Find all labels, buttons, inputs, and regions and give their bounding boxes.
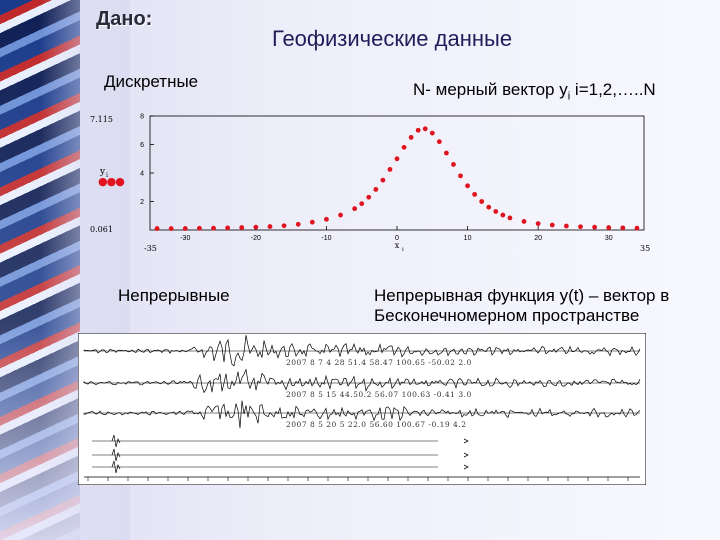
data-point (309, 219, 315, 225)
data-point (366, 194, 372, 200)
x-tick-label: 20 (534, 235, 542, 242)
y-axis-marker-sample: ●●● (98, 175, 124, 188)
x-max-label: 35 (640, 244, 650, 253)
data-point (578, 224, 583, 230)
data-point (549, 222, 555, 228)
x-tick-label: -30 (180, 235, 190, 242)
y-axis-label: y (99, 167, 106, 177)
x-axis-label: x (395, 241, 400, 250)
y-min-label: 0.061 (90, 225, 113, 234)
data-point (182, 226, 188, 231)
x-axis-label-subscript: i (402, 247, 404, 253)
given-heading: Дано: (96, 8, 153, 30)
vector-description-prefix: N- мерный вектор y (413, 80, 568, 99)
seismogram-annotations: 2007 8 7 4 28 51.4 58.47 100.65 -50.02 2… (286, 358, 472, 429)
data-point (324, 216, 329, 222)
y-tick-label: 4 (140, 171, 144, 178)
data-point (521, 219, 527, 224)
data-point (451, 162, 456, 167)
discrete-label: Дискретные (104, 72, 199, 91)
seismic-trace (83, 335, 641, 367)
y-tick-label: 6 (140, 142, 144, 149)
data-point (359, 201, 365, 207)
data-point (380, 177, 386, 183)
x-tick-label: 30 (605, 235, 613, 242)
data-point (493, 209, 499, 214)
x-tick-label: 0 (395, 235, 399, 242)
data-point (458, 173, 463, 179)
y-tick-label: 2 (140, 199, 144, 206)
vector-description-subscript: i (567, 90, 571, 103)
data-point (563, 223, 569, 229)
x-tick-label: -10 (321, 235, 331, 242)
auxiliary-marker (463, 464, 469, 470)
data-point (620, 225, 626, 231)
data-point (267, 224, 273, 229)
data-point (415, 127, 421, 133)
data-point (422, 126, 428, 132)
data-point (295, 221, 301, 227)
data-point (486, 204, 492, 210)
y-tick-label: 8 (140, 114, 144, 121)
slide-title: Геофизические данные (272, 26, 513, 51)
data-point (387, 167, 393, 172)
data-point (211, 225, 216, 231)
x-tick-label: -20 (251, 235, 261, 242)
data-point (281, 223, 287, 229)
data-point (253, 224, 259, 230)
seismogram-frame (78, 333, 646, 485)
auxiliary-spike (111, 460, 121, 474)
data-point (500, 212, 506, 218)
chart-points (154, 126, 640, 231)
data-point (408, 134, 414, 140)
trace-annotation: 2007 8 5 15 44.50.2 56.07 100.63 -0.41 3… (286, 390, 472, 399)
data-point (436, 139, 442, 145)
data-point (197, 225, 202, 231)
data-point (239, 225, 245, 230)
data-point (592, 224, 597, 230)
auxiliary-spike (111, 434, 121, 448)
data-point (465, 183, 470, 189)
auxiliary-spike (111, 448, 121, 462)
data-point (225, 225, 231, 231)
data-point (429, 130, 435, 136)
y-axis-label-subscript: i (106, 172, 108, 179)
data-point (479, 199, 485, 204)
data-point (535, 221, 541, 226)
trace-annotation: 2007 8 5 20 5 22.0 56.60 100.67 -0.19 4.… (286, 420, 466, 429)
data-point (444, 150, 449, 156)
seismic-trace (83, 400, 641, 429)
data-point (401, 144, 407, 150)
vector-description-suffix: i=1,2,…..N (570, 80, 656, 99)
seismogram-panel: 2007 8 7 4 28 51.4 58.47 100.65 -50.02 2… (78, 333, 646, 485)
continuous-label: Непрерывные (118, 286, 230, 305)
data-point (606, 225, 612, 230)
seismic-trace (83, 368, 641, 394)
data-point (338, 212, 343, 218)
function-description: Непрерывная функция y(t) – вектор в Беск… (374, 286, 670, 325)
data-point (472, 191, 478, 197)
auxiliary-marker (463, 452, 469, 458)
data-point (168, 226, 174, 231)
data-point (394, 156, 400, 162)
trace-annotation: 2007 8 7 4 28 51.4 58.47 100.65 -50.02 2… (286, 358, 472, 367)
plot-frame (149, 115, 645, 231)
vector-description: N- мерный вектор yi i=1,2,…..N (413, 80, 656, 102)
y-max-label: 7.115 (90, 115, 113, 124)
data-point (634, 225, 640, 231)
data-point (373, 186, 379, 192)
data-point (507, 215, 513, 221)
data-point (154, 226, 160, 231)
x-min-label: -35 (144, 244, 157, 253)
x-tick-label: 10 (464, 235, 472, 242)
data-point (352, 206, 358, 212)
auxiliary-marker (463, 438, 469, 444)
seismogram-traces (83, 335, 641, 481)
